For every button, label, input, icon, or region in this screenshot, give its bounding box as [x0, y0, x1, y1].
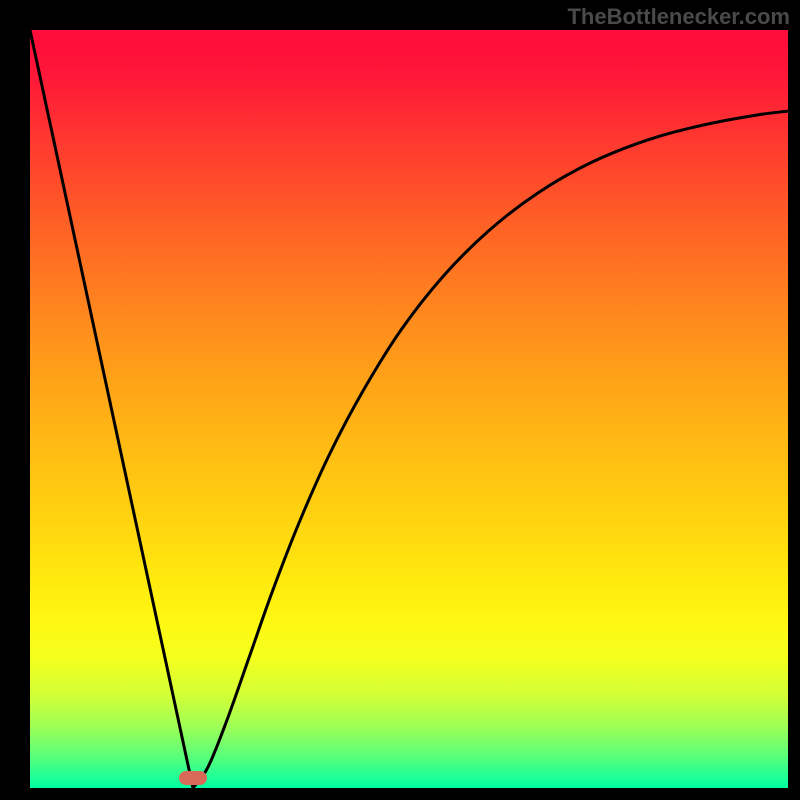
vertex-marker — [179, 771, 207, 785]
chart-container: TheBottlenecker.com — [0, 0, 800, 800]
bottleneck-chart — [0, 0, 800, 800]
watermark-text: TheBottlenecker.com — [567, 4, 790, 30]
gradient-plot-area — [30, 30, 788, 788]
